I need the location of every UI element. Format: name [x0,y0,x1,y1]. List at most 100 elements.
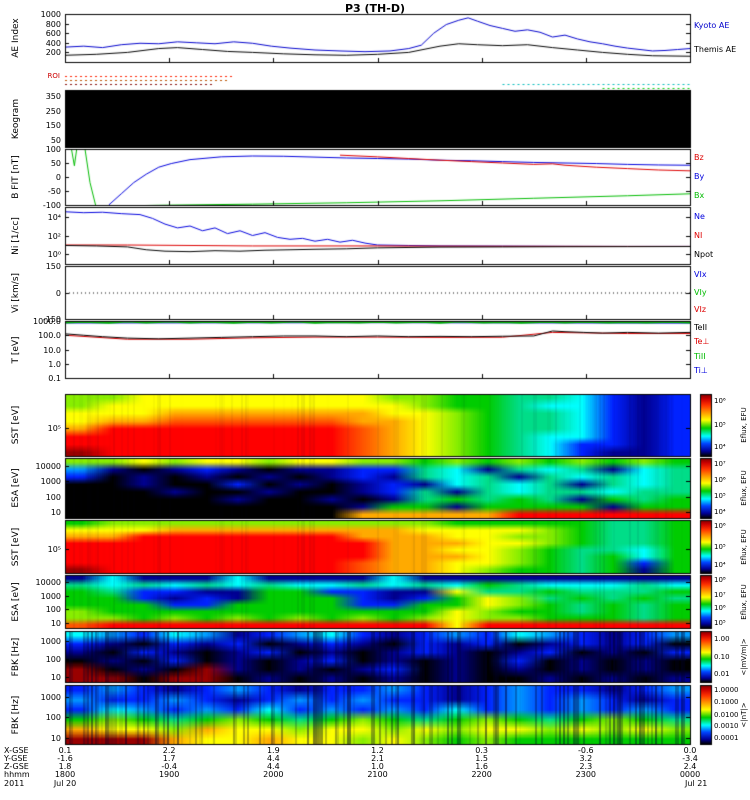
bottom-value: 2.1 [371,754,384,763]
ytick-bfit: -50 [47,187,61,196]
ytick-bfit: 0 [55,173,61,182]
ytick-ae: 200 [45,48,61,58]
series-label-ni: Npot [694,249,714,259]
cb-title-esa_e: Eflux, EFU [740,583,748,620]
bottom-row-label-hhmm: hhmm [4,770,30,779]
bottom-value: 1.6 [475,762,489,771]
cb-tick-esa_i: 10⁴ [714,508,726,516]
ytick-fbk1: 100 [45,655,61,665]
cb-tick-fbk1: 0.10 [714,652,730,661]
ytick-sst_i: 10⁵ [47,424,61,434]
cb-tick-fbk2: 0.0010 [714,722,739,731]
ytick-temp: 1.0 [48,359,61,369]
page-title: P3 (TH-D) [344,2,405,15]
cb-tick-fbk2: 0.1000 [714,697,739,706]
ytick-sst_e: 10⁵ [47,545,61,555]
cb-tick-sst_e: 10⁵ [714,542,726,551]
bottom-value: 1900 [158,770,180,779]
bottom-value: 2.2 [162,746,176,755]
ytick-ae: 800 [45,19,61,29]
bottom-value: 3.2 [579,754,593,763]
ytick-fbk2: 1000 [40,692,61,702]
cb-tick-esa_i: 10⁶ [714,476,726,485]
series-label-vi: VIx [694,269,707,279]
series-label-vi: VIy [694,287,707,297]
cb-tick-esa_e: 10⁶ [714,604,726,613]
bottom-value: 4.4 [266,754,280,763]
series-label-temp: TiII [694,351,706,361]
ytick-esa_i: 100 [45,493,61,502]
ylabel-keogram: Keogram [11,98,21,139]
ytick-temp: 0.1 [48,374,61,383]
ytick-fbk1: 1000 [40,637,61,647]
bottom-value: 2300 [575,770,596,779]
ytick-esa_i: 1000 [40,477,61,487]
ytick-bfit: -100 [42,201,61,210]
ytick-fbk2: 100 [45,713,61,723]
ytick-vi: 150 [45,262,61,271]
ytick-ae: 400 [45,38,61,48]
series-label-ae: Themis AE [694,45,737,54]
bottom-value: -1.6 [57,754,73,763]
ytick-bfit: 50 [50,159,61,168]
ytick-esa_i: 10 [50,508,61,517]
series-label-bfit: Bz [694,153,704,163]
series-label-temp: TeII [694,323,708,333]
ytick-ae: 1000 [40,10,61,19]
bottom-value: -0.6 [578,746,594,755]
ytick-temp: 1000.0 [33,317,61,326]
ytick-esa_i: 10000 [35,461,61,471]
ytick-fbk2: 10 [50,734,61,744]
bottom-row-label-Z-GSE: Z-GSE [4,762,29,771]
cb-title-sst_e: Eflux, EFU [740,528,748,565]
ytick-keogram: 250 [45,106,61,116]
series-label-temp: Te⊥ [694,337,710,347]
year-label: 2011 [4,779,25,788]
ytick-fbk1: 10 [50,672,61,682]
date-left: Jul 20 [53,779,77,788]
ytick-ni: 10⁴ [47,212,61,222]
ytick-esa_e: 10000 [35,577,61,587]
series-label-ni: NI [694,230,703,240]
bottom-value: 1.9 [266,746,280,755]
cb-title-sst_i: Eflux, EFU [740,407,748,443]
bottom-value: -0.4 [161,762,177,771]
series-label-temp: Ti⊥ [694,365,708,375]
cb-tick-esa_i: 10⁷ [714,460,726,468]
bottom-row-label-Y-GSE: Y-GSE [4,754,28,763]
ytick-ni: 10⁰ [47,250,61,260]
bottom-value: 2100 [367,770,388,779]
cb-tick-sst_i: 10⁴ [714,442,726,451]
cb-tick-sst_e: 10⁴ [714,561,726,570]
bottom-value: 0.1 [58,746,72,755]
ytick-keogram: 50 [50,136,61,146]
cb-title-esa_i: Eflux, EFU [740,470,748,506]
ytick-esa_e: 100 [45,605,61,615]
ytick-bfit: 100 [45,145,61,154]
cb-tick-esa_e: 10⁵ [714,618,726,627]
bottom-value: 4.4 [266,762,280,771]
cb-tick-fbk1: 1.00 [714,634,730,643]
ytick-esa_e: 10 [50,618,61,628]
ytick-ni: 10² [47,231,61,241]
series-label-ni: Ne [694,211,705,221]
cb-tick-sst_i: 10⁶ [714,397,726,406]
cb-tick-fbk1: 0.01 [714,670,730,679]
bottom-row-label-X-GSE: X-GSE [4,746,29,755]
cb-tick-esa_e: 10⁸ [714,576,726,585]
series-label-bfit: By [694,172,705,181]
bottom-value: 1.8 [58,762,72,771]
bottom-value: -3.4 [682,754,698,763]
bottom-value: 1.0 [371,762,384,771]
bottom-value: 1.7 [162,754,176,763]
date-right: Jul 21 [685,779,708,788]
ytick-vi: 0 [55,288,61,298]
bottom-value: 2.4 [683,762,697,771]
cb-tick-sst_i: 10⁵ [714,421,726,429]
roi-label: ROI [47,72,60,80]
ytick-ae: 600 [45,29,61,39]
cb-tick-fbk2: 0.0100 [714,710,739,719]
bottom-value: 2200 [471,770,492,779]
bottom-value: 2000 [263,770,284,779]
bottom-value: 1800 [54,770,76,779]
